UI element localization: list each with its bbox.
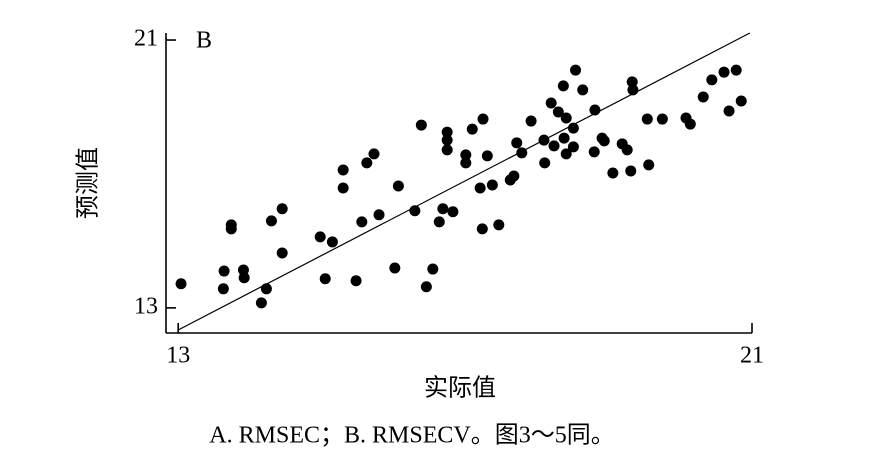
point — [641, 113, 653, 125]
point — [218, 265, 230, 277]
caption: A. RMSEC；B. RMSECV。图3～5同。 — [209, 423, 614, 449]
point — [735, 95, 747, 107]
point — [627, 84, 639, 96]
point — [474, 182, 486, 194]
point — [441, 126, 453, 138]
point — [493, 219, 505, 231]
point — [350, 275, 362, 287]
point — [560, 112, 572, 124]
point — [723, 105, 735, 117]
point — [548, 140, 560, 152]
point — [337, 164, 349, 176]
point — [476, 223, 488, 235]
point — [255, 297, 267, 309]
point — [460, 149, 472, 161]
point — [511, 137, 523, 149]
point — [409, 205, 421, 217]
point — [460, 157, 472, 169]
point — [441, 144, 453, 156]
point — [433, 216, 445, 228]
point — [437, 203, 449, 215]
point — [260, 283, 272, 295]
point — [552, 106, 564, 118]
point — [427, 263, 439, 275]
y-tick-label: 13 — [134, 293, 158, 319]
y-axis-label: 预测值 — [75, 147, 102, 219]
point — [589, 104, 601, 116]
point — [525, 115, 537, 127]
point — [420, 281, 432, 293]
x-tick-label: 13 — [166, 343, 190, 369]
point — [368, 148, 380, 160]
point — [276, 247, 288, 259]
point — [477, 113, 489, 125]
point — [626, 76, 638, 88]
point — [314, 231, 326, 243]
y-tick-label: 21 — [134, 26, 158, 52]
point — [337, 182, 349, 194]
point — [508, 170, 520, 182]
point — [539, 157, 551, 169]
point — [567, 122, 579, 134]
point — [557, 80, 569, 92]
point — [625, 165, 637, 177]
point — [567, 141, 579, 153]
point — [389, 262, 401, 274]
fit-line — [177, 32, 751, 331]
panel-label: B — [196, 28, 212, 54]
point — [718, 66, 730, 78]
point — [392, 180, 404, 192]
point — [466, 123, 478, 135]
point — [538, 134, 550, 146]
point — [545, 97, 557, 109]
point — [361, 157, 373, 169]
point — [621, 144, 633, 156]
point — [486, 179, 498, 191]
point — [588, 146, 600, 158]
point — [356, 216, 368, 228]
point — [276, 203, 288, 215]
point — [598, 135, 610, 147]
point — [441, 134, 453, 146]
point — [656, 113, 668, 125]
point — [447, 206, 459, 218]
point — [238, 272, 250, 284]
x-tick-label: 21 — [740, 343, 764, 369]
point — [516, 147, 528, 159]
point — [175, 278, 187, 290]
point — [373, 209, 385, 221]
point — [560, 148, 572, 160]
point — [326, 236, 338, 248]
point — [706, 74, 718, 86]
point — [319, 273, 331, 285]
point — [225, 223, 237, 235]
point — [607, 167, 619, 179]
point — [684, 118, 696, 130]
point — [697, 91, 709, 103]
point — [558, 132, 570, 144]
x-axis-label: 实际值 — [424, 375, 496, 402]
point — [217, 283, 229, 295]
point — [481, 150, 493, 162]
point — [577, 84, 589, 96]
point — [643, 159, 655, 171]
point — [265, 215, 277, 227]
point — [415, 119, 427, 131]
point — [730, 64, 742, 76]
point — [570, 64, 582, 76]
